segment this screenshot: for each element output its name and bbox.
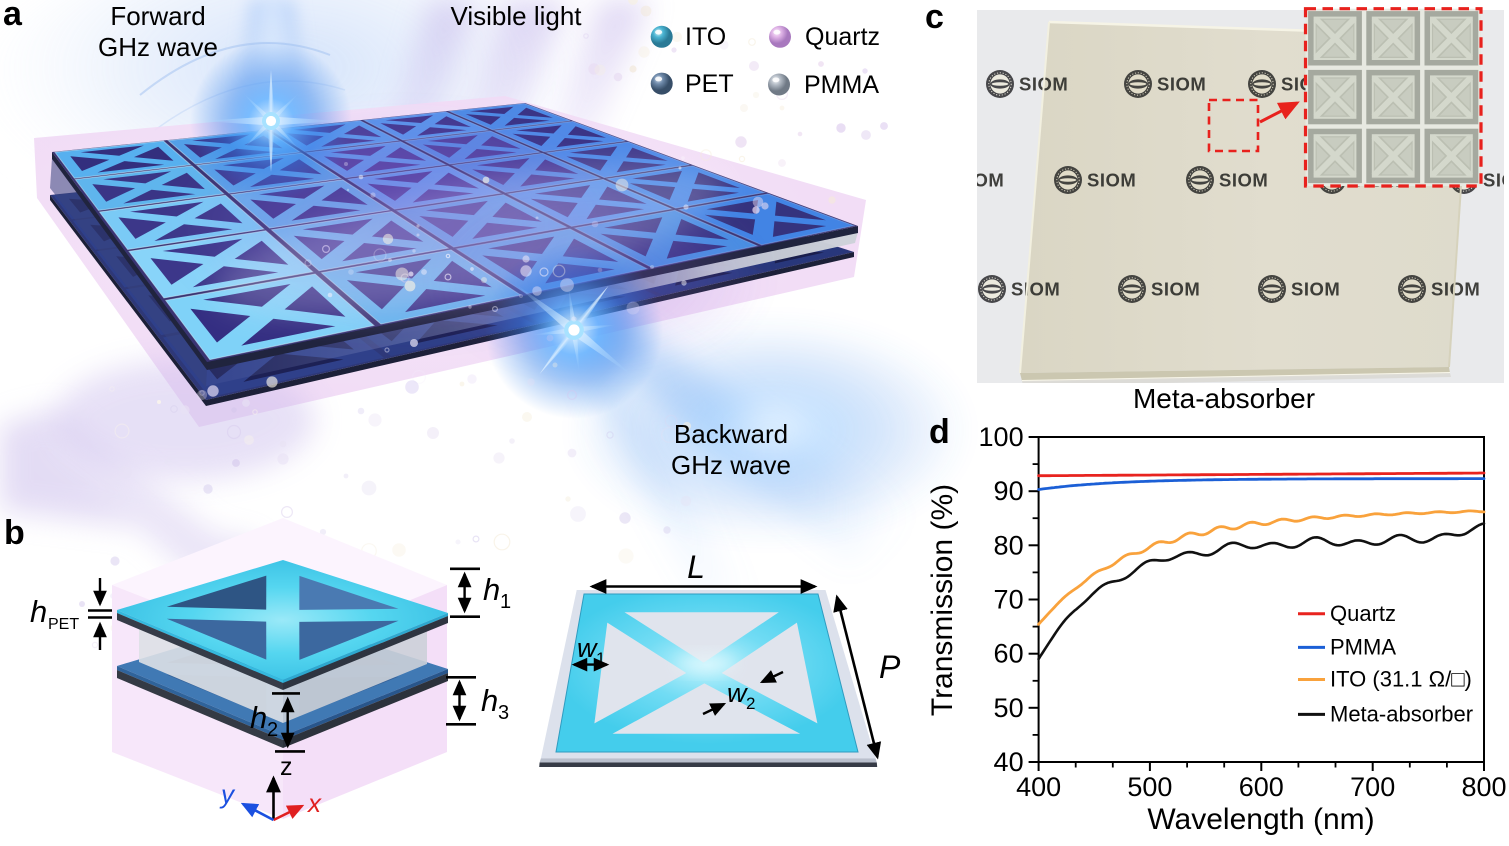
svg-text:SIOM: SIOM (1157, 74, 1206, 95)
svg-text:50: 50 (994, 693, 1024, 723)
svg-text:y: y (219, 779, 236, 809)
svg-text:Transmission (%): Transmission (%) (926, 484, 959, 716)
svg-text:Visible light: Visible light (450, 1, 582, 31)
svg-text:Forward: Forward (110, 1, 205, 31)
svg-text:Quartz: Quartz (1330, 601, 1396, 626)
svg-text:500: 500 (1127, 772, 1172, 802)
svg-text:60: 60 (994, 639, 1024, 669)
svg-text:h: h (30, 594, 47, 629)
svg-text:h: h (481, 683, 498, 718)
svg-text:2: 2 (746, 694, 755, 713)
svg-text:Quartz: Quartz (805, 23, 880, 51)
svg-text:ITO: ITO (685, 23, 726, 51)
svg-text:c: c (925, 0, 944, 36)
svg-text:h: h (483, 572, 500, 607)
svg-text:ITO (31.1 Ω/□): ITO (31.1 Ω/□) (1330, 667, 1472, 692)
svg-text:x: x (306, 788, 322, 818)
svg-text:h: h (250, 700, 267, 735)
svg-text:SIOM: SIOM (1011, 279, 1060, 300)
svg-text:w: w (577, 633, 598, 663)
svg-text:w: w (727, 678, 748, 708)
svg-text:PMMA: PMMA (804, 71, 879, 99)
svg-text:z: z (280, 753, 293, 781)
svg-text:PMMA: PMMA (1330, 634, 1396, 659)
svg-text:GHz wave: GHz wave (98, 32, 218, 62)
svg-text:P: P (879, 649, 901, 685)
svg-text:700: 700 (1350, 772, 1395, 802)
svg-text:d: d (929, 413, 950, 451)
svg-text:2: 2 (267, 719, 278, 741)
svg-text:a: a (3, 0, 23, 33)
svg-text:70: 70 (994, 585, 1024, 615)
svg-text:40: 40 (994, 747, 1024, 777)
svg-text:600: 600 (1239, 772, 1284, 802)
svg-text:PET: PET (48, 616, 79, 633)
svg-text:3: 3 (498, 702, 509, 724)
svg-text:90: 90 (994, 476, 1024, 506)
svg-text:SIOM: SIOM (1087, 170, 1136, 191)
svg-text:SIOM: SIOM (1291, 279, 1340, 300)
svg-text:400: 400 (1016, 772, 1061, 802)
svg-text:1: 1 (500, 591, 511, 613)
svg-text:b: b (4, 514, 25, 552)
svg-text:1: 1 (596, 649, 605, 668)
svg-text:Meta-absorber: Meta-absorber (1330, 701, 1473, 726)
svg-text:80: 80 (994, 530, 1024, 560)
svg-text:SIOM: SIOM (1483, 170, 1509, 191)
svg-text:SIOM: SIOM (1151, 279, 1200, 300)
svg-text:L: L (687, 549, 705, 585)
svg-text:Backward: Backward (674, 419, 788, 449)
svg-text:800: 800 (1461, 772, 1506, 802)
svg-text:SIOM: SIOM (955, 170, 1004, 191)
svg-text:Wavelength (nm): Wavelength (nm) (1147, 803, 1374, 836)
svg-text:PET: PET (685, 70, 734, 98)
svg-text:100: 100 (979, 422, 1024, 452)
svg-text:Meta-absorber: Meta-absorber (1133, 383, 1315, 414)
svg-text:SIOM: SIOM (1219, 170, 1268, 191)
svg-text:GHz wave: GHz wave (671, 450, 791, 480)
